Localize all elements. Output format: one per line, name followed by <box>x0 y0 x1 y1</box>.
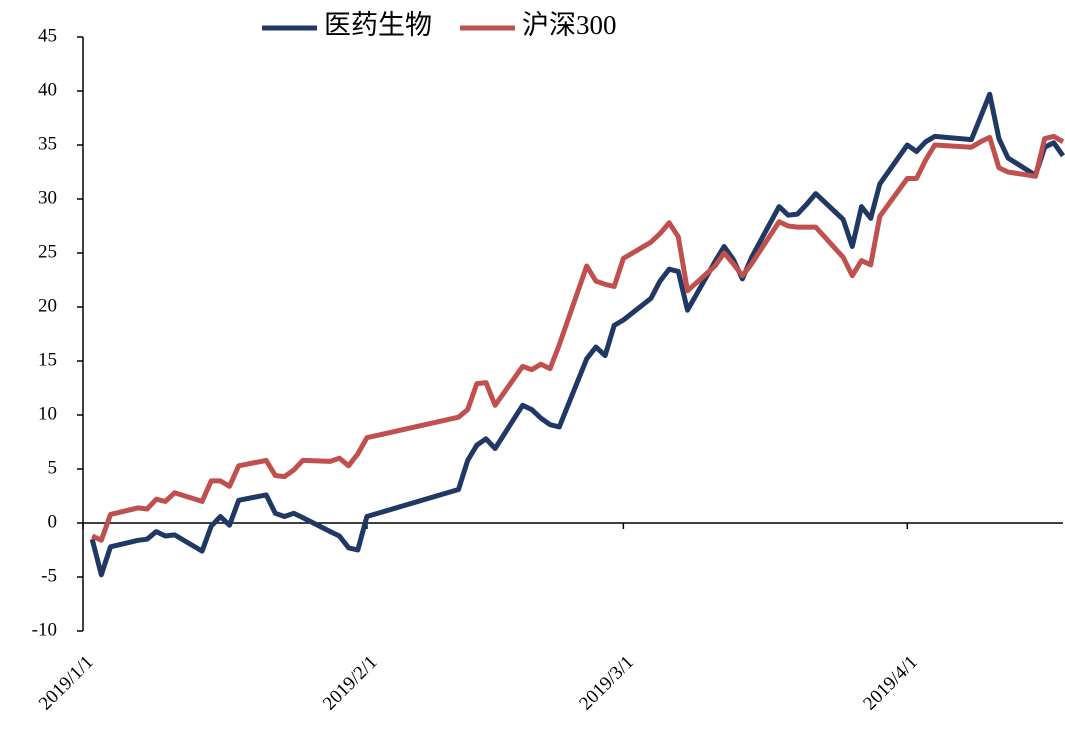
y-tick-label: 40 <box>38 79 57 100</box>
y-tick-label: 25 <box>38 241 57 262</box>
y-tick-label: 0 <box>48 511 58 532</box>
y-tick-label: -5 <box>41 565 57 586</box>
series-line <box>89 91 1065 578</box>
legend-label: 沪深300 <box>522 10 617 40</box>
y-tick-label: 10 <box>38 403 57 424</box>
x-tick-label: 2019/3/1 <box>575 652 638 715</box>
y-tick-label: 20 <box>38 295 57 316</box>
x-tick-label: 2019/2/1 <box>319 652 382 715</box>
y-tick-label: -10 <box>32 619 57 640</box>
y-tick-label: 35 <box>38 133 57 154</box>
x-tick-label: 2019/1/1 <box>35 652 98 715</box>
y-tick-label: 15 <box>38 349 57 370</box>
y-tick-label: 5 <box>48 457 58 478</box>
x-tick-label: 2019/4/1 <box>859 652 922 715</box>
series-line <box>91 133 1065 543</box>
legend-label: 医药生物 <box>324 10 432 40</box>
y-tick-label: 30 <box>38 187 57 208</box>
y-tick-label: 45 <box>38 25 57 46</box>
